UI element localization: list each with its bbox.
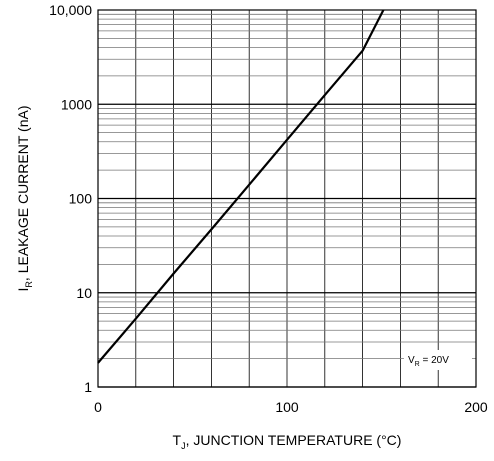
y-tick-label: 1: [84, 379, 92, 395]
x-axis-title: TJ, JUNCTION TEMPERATURE (°C): [173, 432, 402, 451]
series-line-0: [97, 9, 385, 364]
x-tick-label: 200: [464, 399, 488, 415]
plot-frame: [97, 9, 477, 388]
series-layer: [97, 9, 385, 364]
tick-labels: 0 100 200 1 10 100 1000 10,000: [49, 2, 488, 415]
y-tick-label: 10,000: [49, 2, 92, 18]
y-tick-label: 10: [76, 285, 92, 301]
x-tick-label: 100: [275, 399, 299, 415]
y-tick-label: 100: [69, 191, 93, 207]
annotation-background: [403, 350, 472, 370]
grid: [98, 10, 476, 388]
y-axis-title: IR, LEAKAGE CURRENT (nA): [15, 106, 34, 292]
x-tick-label: 0: [94, 399, 102, 415]
y-tick-label: 1000: [61, 96, 92, 112]
annotation-vr: VR = 20V: [408, 355, 449, 368]
annotation-layer: VR = 20V: [403, 350, 472, 370]
